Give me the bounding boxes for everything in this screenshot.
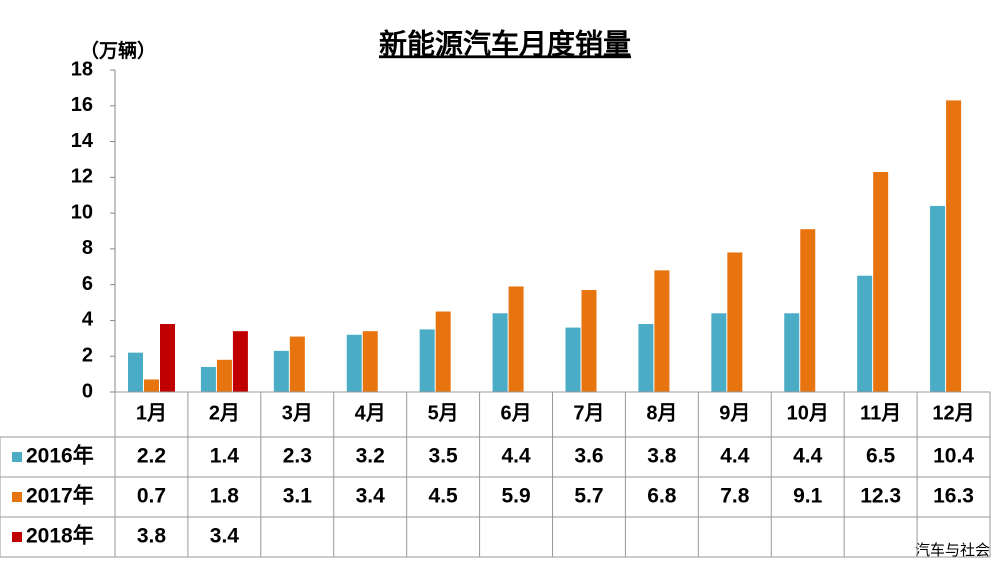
table-cell: 1.4 bbox=[210, 445, 240, 468]
bar bbox=[362, 331, 378, 392]
bar bbox=[638, 324, 654, 392]
x-tick-label: 8月 bbox=[646, 402, 677, 424]
bar bbox=[128, 352, 143, 392]
table-cell: 5.9 bbox=[501, 485, 530, 508]
x-tick-label: 10月 bbox=[787, 402, 829, 424]
y-tick-label: 2 bbox=[82, 345, 93, 367]
y-tick-label: 16 bbox=[71, 94, 93, 116]
bar bbox=[232, 331, 248, 392]
x-tick-label: 11月 bbox=[860, 402, 901, 424]
bar bbox=[216, 359, 232, 392]
legend-label: 2018年 bbox=[26, 524, 94, 548]
legend-key bbox=[12, 452, 22, 462]
x-tick-label: 9月 bbox=[719, 402, 750, 424]
bar bbox=[273, 350, 289, 392]
table-cell: 12.3 bbox=[860, 485, 901, 508]
bar bbox=[492, 313, 508, 392]
x-tick-label: 12月 bbox=[932, 402, 974, 424]
chart-title: 新能源汽车月度销量 bbox=[379, 27, 631, 59]
y-tick-label: 0 bbox=[82, 380, 93, 402]
bar bbox=[508, 286, 524, 392]
legend-key bbox=[12, 492, 22, 502]
y-tick-label: 6 bbox=[82, 273, 93, 295]
table-cell: 3.2 bbox=[356, 445, 385, 468]
bar bbox=[784, 313, 800, 392]
bar bbox=[419, 329, 435, 392]
legend-label: 2016年 bbox=[26, 444, 94, 468]
source: 汽车与社会 bbox=[915, 542, 990, 559]
table-cell: 3.8 bbox=[647, 445, 677, 468]
bar bbox=[144, 379, 159, 392]
x-tick-label: 6月 bbox=[500, 402, 531, 424]
table-cell: 3.4 bbox=[210, 525, 240, 548]
bar bbox=[654, 270, 670, 392]
x-tick-label: 1月 bbox=[136, 402, 167, 424]
bar bbox=[346, 334, 362, 392]
y-tick-label: 12 bbox=[71, 166, 93, 188]
table-cell: 2.3 bbox=[283, 445, 312, 468]
y-tick-label: 10 bbox=[71, 201, 93, 223]
table-cell: 3.4 bbox=[356, 485, 386, 508]
y-tick-label: 18 bbox=[71, 58, 93, 80]
bar bbox=[565, 327, 581, 392]
y-tick-label: 14 bbox=[71, 130, 94, 152]
bar bbox=[289, 336, 305, 392]
table-cell: 4.4 bbox=[501, 445, 531, 468]
x-tick-label: 7月 bbox=[573, 402, 604, 424]
y-axis-label: （万辆） bbox=[80, 39, 156, 62]
legend-key bbox=[12, 532, 22, 542]
table-cell: 3.1 bbox=[283, 485, 313, 508]
table-cell: 4.4 bbox=[793, 445, 823, 468]
x-tick-label: 5月 bbox=[428, 402, 459, 424]
table-cell: 7.8 bbox=[720, 485, 750, 508]
bar bbox=[800, 229, 816, 392]
table-cell: 9.1 bbox=[793, 485, 823, 508]
bar bbox=[946, 100, 962, 393]
y-tick-label: 4 bbox=[82, 309, 94, 331]
x-tick-label: 2月 bbox=[209, 402, 240, 424]
bar bbox=[160, 324, 175, 392]
x-tick-label: 3月 bbox=[282, 402, 313, 424]
table-cell: 1.8 bbox=[210, 485, 240, 508]
y-tick-label: 8 bbox=[82, 237, 93, 259]
table-cell: 2.2 bbox=[137, 445, 166, 468]
table-cell: 16.3 bbox=[933, 485, 974, 508]
table-cell: 5.7 bbox=[574, 485, 603, 508]
legend-label: 2017年 bbox=[26, 484, 94, 508]
table-cell: 6.5 bbox=[866, 445, 896, 468]
bar bbox=[873, 171, 889, 392]
table-cell: 3.6 bbox=[574, 445, 603, 468]
bar bbox=[857, 275, 873, 392]
table-cell: 10.4 bbox=[933, 445, 974, 468]
bar bbox=[435, 311, 451, 392]
table-cell: 3.5 bbox=[429, 445, 459, 468]
table-cell: 4.4 bbox=[720, 445, 750, 468]
table-cell: 3.8 bbox=[137, 525, 167, 548]
bar bbox=[930, 205, 946, 392]
bar bbox=[581, 290, 597, 392]
bar bbox=[727, 252, 743, 392]
table-cell: 4.5 bbox=[429, 485, 459, 508]
table-cell: 6.8 bbox=[647, 485, 677, 508]
x-tick-label: 4月 bbox=[355, 402, 386, 424]
bar bbox=[711, 313, 727, 392]
table-cell: 0.7 bbox=[137, 485, 166, 508]
bar bbox=[200, 366, 216, 392]
